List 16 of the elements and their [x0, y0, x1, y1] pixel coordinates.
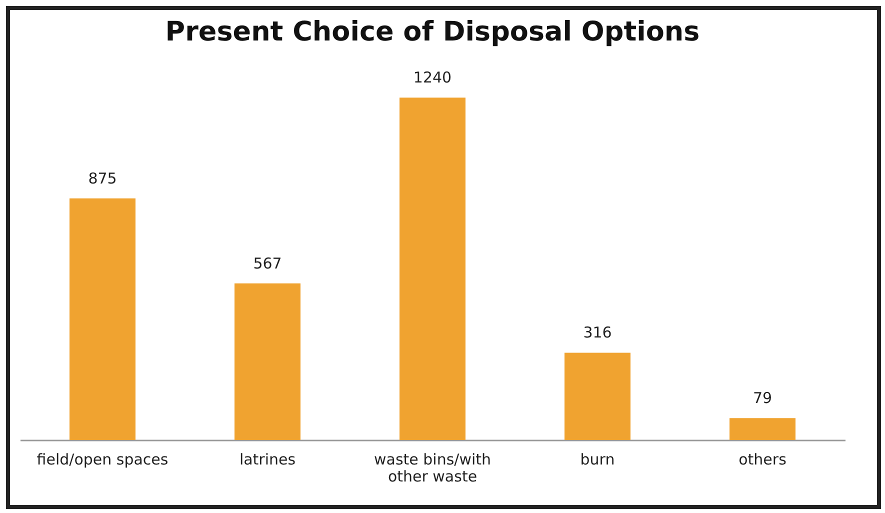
data-label: 1240	[413, 68, 452, 87]
x-tick-label: burn	[580, 450, 615, 468]
data-label: 79	[752, 389, 772, 408]
bar	[234, 283, 300, 440]
data-label: 567	[253, 254, 282, 272]
chart-title: Present Choice of Disposal Options	[165, 16, 700, 48]
bar	[564, 352, 630, 440]
x-tick-label: waste bins/with other waste	[374, 450, 492, 486]
data-label: 316	[583, 324, 612, 342]
bar	[730, 418, 796, 440]
bar	[400, 98, 466, 440]
x-tick-label: field/open spaces	[36, 450, 168, 468]
x-tick-label: latrines	[239, 450, 296, 468]
bar	[70, 198, 136, 440]
x-tick-label: others	[738, 450, 787, 468]
data-label: 875	[88, 169, 117, 188]
